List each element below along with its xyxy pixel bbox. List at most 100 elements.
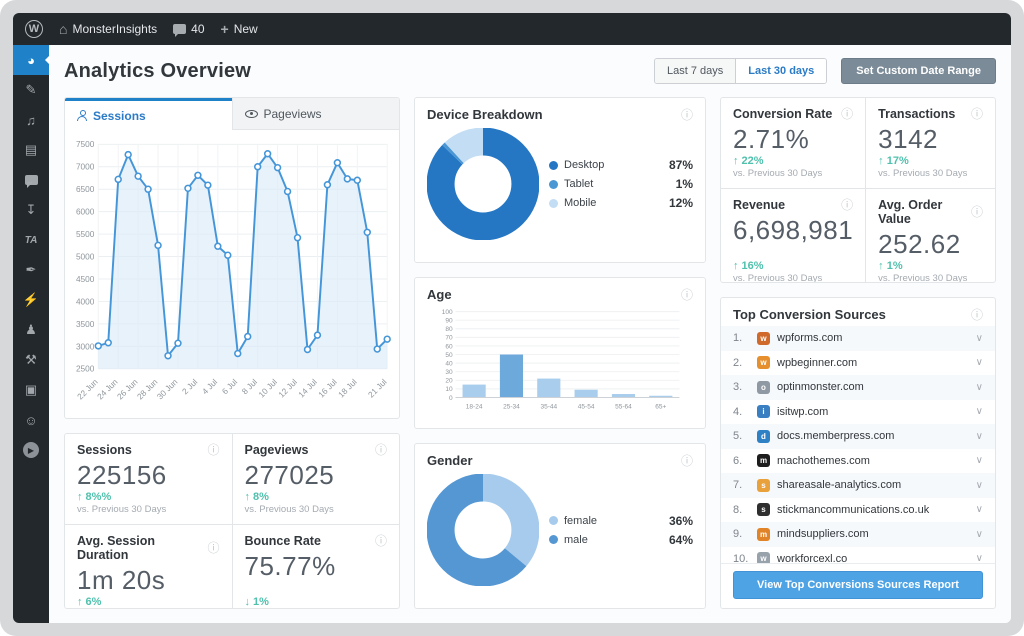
sidebar-item-collapse-menu[interactable]: ▶ (13, 435, 49, 465)
stat-comparison-label: vs. Previous 30 Days (77, 504, 167, 515)
sidebar-item-downloads[interactable]: ↧ (13, 195, 49, 225)
info-icon[interactable]: ⓘ (970, 107, 983, 121)
chevron-down-icon[interactable]: ∨ (975, 553, 983, 563)
source-rank: 8. (733, 503, 743, 516)
legend-dot (549, 160, 558, 170)
chevron-down-icon[interactable]: ∨ (975, 430, 983, 442)
chevron-down-icon[interactable]: ∨ (975, 381, 983, 393)
sidebar-item-pushpin-posts[interactable]: ✎ (13, 75, 49, 105)
source-domain: wpbeginner.com (777, 356, 858, 369)
legend-item-female: female 36% (549, 514, 693, 528)
svg-text:65+: 65+ (655, 404, 666, 411)
source-row-stickmancommunications.co.uk[interactable]: 8. s stickmancommunications.co.uk ∨ (721, 498, 995, 523)
last-7-days-button[interactable]: Last 7 days (654, 59, 737, 83)
stat-label: Sessions (77, 443, 132, 457)
wpbeginner-favicon: w (757, 356, 770, 370)
wordpress-logo-menu[interactable]: W (25, 20, 43, 38)
svg-text:14 Jul: 14 Jul (296, 377, 319, 400)
legend-value: 1% (675, 177, 693, 191)
optinmonster-favicon: o (757, 380, 770, 394)
sidebar-item-dashboard[interactable]: ◕ (13, 45, 50, 75)
plugins-icon: ⚡ (22, 292, 40, 307)
main-content: Analytics Overview Last 7 days Last 30 d… (49, 45, 1011, 623)
dashboard-icon: ◕ (27, 52, 35, 68)
tab-pageviews[interactable]: Pageviews (231, 98, 399, 130)
site-home-menu[interactable]: ⌂ MonsterInsights (59, 22, 157, 36)
sidebar-item-monsterinsights[interactable]: ☺ (13, 405, 49, 435)
last-30-days-button[interactable]: Last 30 days (736, 59, 827, 83)
sidebar-item-users[interactable]: ♟ (13, 315, 49, 345)
info-icon[interactable]: ⓘ (207, 541, 220, 555)
source-row-isitwp.com[interactable]: 4. i isitwp.com ∨ (721, 400, 995, 425)
chevron-down-icon[interactable]: ∨ (975, 332, 983, 344)
source-row-workforcexl.co[interactable]: 10. w workforcexl.co ∨ (721, 547, 995, 563)
source-domain: docs.memberpress.com (777, 430, 895, 443)
chevron-down-icon[interactable]: ∨ (975, 455, 983, 467)
sidebar-item-settings[interactable]: ▣ (13, 375, 49, 405)
source-row-machothemes.com[interactable]: 6. m machothemes.com ∨ (721, 449, 995, 474)
stat-comparison-label: vs. Previous 30 Days (878, 168, 968, 179)
stat-card-conversion-rate: Conversion Rate ⓘ 2.71% ↑ 22% vs. Previous 3… (721, 98, 866, 188)
chevron-down-icon[interactable]: ∨ (975, 504, 983, 516)
settings-icon: ▣ (24, 382, 38, 397)
sidebar-item-comments[interactable] (13, 165, 49, 195)
sidebar-item-media[interactable]: ♫ (13, 105, 49, 135)
svg-text:4000: 4000 (76, 296, 95, 306)
chevron-down-icon[interactable]: ∨ (975, 479, 983, 491)
info-icon[interactable]: ⓘ (374, 534, 387, 548)
tab-sessions[interactable]: Sessions (65, 98, 232, 130)
pages-icon: ▤ (24, 142, 38, 157)
source-domain: mindsuppliers.com (777, 528, 869, 541)
view-report-button[interactable]: View Top Conversions Sources Report (733, 571, 983, 599)
device-breakdown-title: Device Breakdown (427, 107, 543, 122)
stat-value: 3142 (878, 124, 939, 154)
info-icon[interactable]: ⓘ (680, 453, 693, 468)
info-icon[interactable]: ⓘ (207, 443, 220, 457)
plus-icon: + (220, 21, 229, 37)
sidebar-item-plugins[interactable]: ⚡ (13, 285, 49, 315)
sidebar-item-ta-plugin[interactable]: TA (13, 225, 49, 255)
sidebar-item-appearance-brush[interactable]: ✒ (13, 255, 49, 285)
chevron-down-icon[interactable]: ∨ (975, 357, 983, 369)
source-rank: 9. (733, 528, 743, 541)
svg-text:7500: 7500 (76, 139, 95, 149)
source-row-mindsuppliers.com[interactable]: 9. m mindsuppliers.com ∨ (721, 522, 995, 547)
svg-text:6000: 6000 (76, 207, 95, 217)
chevron-down-icon[interactable]: ∨ (975, 406, 983, 418)
stat-value: 2.71% (733, 124, 810, 154)
info-icon[interactable]: ⓘ (374, 443, 387, 457)
source-row-wpbeginner.com[interactable]: 2. w wpbeginner.com ∨ (721, 351, 995, 376)
legend-value: 64% (668, 532, 693, 547)
source-domain: workforcexl.co (777, 552, 848, 563)
set-custom-date-range-button[interactable]: Set Custom Date Range (841, 58, 996, 84)
info-icon[interactable]: ⓘ (680, 287, 693, 302)
source-row-docs.memberpress.com[interactable]: 5. d docs.memberpress.com ∨ (721, 424, 995, 449)
sidebar-item-tools-wrench[interactable]: ⚒ (13, 345, 49, 375)
svg-text:5500: 5500 (76, 229, 95, 239)
source-row-wpforms.com[interactable]: 1. w wpforms.com ∨ (721, 326, 995, 351)
stat-comparison-label: vs. Previous 30 Days (244, 504, 334, 515)
monsterinsights-icon: ☺ (24, 412, 38, 428)
users-icon: ♟ (25, 322, 37, 337)
svg-text:30: 30 (445, 369, 453, 376)
source-row-optinmonster.com[interactable]: 3. o optinmonster.com ∨ (721, 375, 995, 400)
info-icon[interactable]: ⓘ (841, 198, 854, 212)
info-icon[interactable]: ⓘ (970, 307, 983, 322)
comments-menu[interactable]: 40 (173, 22, 205, 37)
info-icon[interactable]: ⓘ (841, 107, 854, 121)
source-rank: 6. (733, 454, 743, 467)
site-name-label: MonsterInsights (72, 22, 158, 36)
svg-text:3500: 3500 (76, 319, 95, 329)
info-icon[interactable]: ⓘ (680, 107, 693, 122)
info-icon[interactable]: ⓘ (970, 205, 983, 219)
svg-text:16 Jul: 16 Jul (316, 377, 339, 400)
top-conversion-sources-card: Top Conversion Sources ⓘ 1. w wpforms.com ∨… (720, 297, 996, 609)
comment-bubble-icon (173, 24, 187, 37)
new-content-menu[interactable]: + New (221, 22, 258, 36)
source-row-shareasale-analytics.com[interactable]: 7. s shareasale-analytics.com ∨ (721, 473, 995, 498)
chevron-down-icon[interactable]: ∨ (975, 528, 983, 540)
gender-title: Gender (427, 453, 473, 468)
svg-text:70: 70 (445, 335, 453, 342)
sidebar-item-pages[interactable]: ▤ (13, 135, 49, 165)
